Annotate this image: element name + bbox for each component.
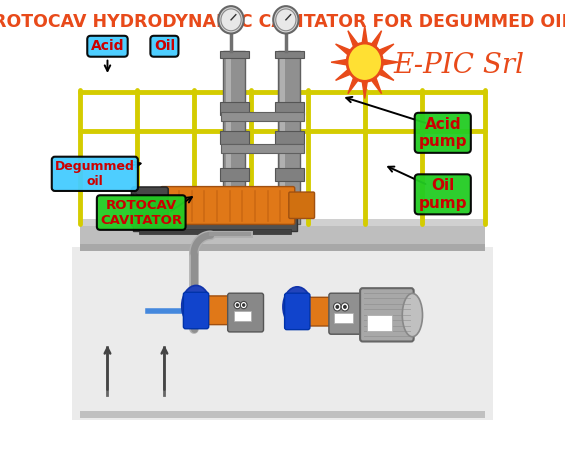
Text: E-PIC Srl: E-PIC Srl xyxy=(393,53,524,80)
Polygon shape xyxy=(372,31,381,47)
Circle shape xyxy=(242,303,245,307)
Ellipse shape xyxy=(283,287,312,327)
Polygon shape xyxy=(379,69,394,80)
Text: Acid
pump: Acid pump xyxy=(419,117,467,149)
FancyBboxPatch shape xyxy=(275,51,303,58)
FancyBboxPatch shape xyxy=(289,192,315,218)
FancyBboxPatch shape xyxy=(80,244,485,251)
Circle shape xyxy=(219,6,244,33)
FancyBboxPatch shape xyxy=(275,132,303,144)
Circle shape xyxy=(273,6,298,33)
FancyBboxPatch shape xyxy=(223,51,245,224)
FancyBboxPatch shape xyxy=(280,51,285,224)
Polygon shape xyxy=(336,44,350,55)
FancyBboxPatch shape xyxy=(225,51,231,224)
Ellipse shape xyxy=(402,293,423,337)
Polygon shape xyxy=(348,31,358,47)
Text: Oil: Oil xyxy=(154,39,175,53)
FancyBboxPatch shape xyxy=(220,168,249,181)
FancyBboxPatch shape xyxy=(133,217,297,231)
FancyBboxPatch shape xyxy=(275,102,303,115)
FancyBboxPatch shape xyxy=(203,296,233,324)
FancyBboxPatch shape xyxy=(228,293,263,332)
FancyBboxPatch shape xyxy=(360,288,414,341)
FancyBboxPatch shape xyxy=(220,132,249,144)
Circle shape xyxy=(341,303,349,311)
Circle shape xyxy=(236,303,239,307)
FancyBboxPatch shape xyxy=(275,168,303,181)
FancyBboxPatch shape xyxy=(220,102,249,115)
Polygon shape xyxy=(362,26,367,43)
Circle shape xyxy=(276,9,296,31)
Circle shape xyxy=(336,305,339,309)
Circle shape xyxy=(234,302,241,308)
Circle shape xyxy=(343,305,347,309)
FancyBboxPatch shape xyxy=(334,313,353,323)
FancyBboxPatch shape xyxy=(184,292,208,329)
FancyBboxPatch shape xyxy=(139,228,291,234)
Ellipse shape xyxy=(131,193,140,220)
Text: ROTOCAV
CAVITATOR: ROTOCAV CAVITATOR xyxy=(100,198,182,227)
Polygon shape xyxy=(348,78,358,94)
FancyBboxPatch shape xyxy=(221,144,303,154)
Circle shape xyxy=(240,302,247,308)
FancyBboxPatch shape xyxy=(285,293,310,329)
Circle shape xyxy=(333,303,341,311)
Text: Degummed
oil: Degummed oil xyxy=(55,160,135,188)
Ellipse shape xyxy=(182,286,210,326)
FancyBboxPatch shape xyxy=(72,247,493,420)
FancyBboxPatch shape xyxy=(80,411,485,418)
FancyBboxPatch shape xyxy=(132,187,168,227)
FancyBboxPatch shape xyxy=(329,293,368,334)
Polygon shape xyxy=(383,59,398,65)
Polygon shape xyxy=(336,69,350,80)
Text: ROTOCAV HYDRODYNAMIC CAVITATOR FOR DEGUMMED OIL: ROTOCAV HYDRODYNAMIC CAVITATOR FOR DEGUM… xyxy=(0,13,565,31)
FancyBboxPatch shape xyxy=(279,51,300,224)
FancyBboxPatch shape xyxy=(304,298,335,326)
FancyBboxPatch shape xyxy=(220,51,249,58)
Polygon shape xyxy=(379,44,394,55)
Circle shape xyxy=(221,9,241,31)
FancyBboxPatch shape xyxy=(80,224,485,251)
Circle shape xyxy=(347,43,383,81)
Text: Acid: Acid xyxy=(91,39,124,53)
Polygon shape xyxy=(362,81,367,99)
FancyBboxPatch shape xyxy=(221,112,303,122)
FancyBboxPatch shape xyxy=(234,310,251,320)
FancyBboxPatch shape xyxy=(367,314,392,330)
Polygon shape xyxy=(372,78,381,94)
Polygon shape xyxy=(331,59,347,65)
Text: Oil
pump: Oil pump xyxy=(419,178,467,211)
FancyBboxPatch shape xyxy=(80,219,485,226)
FancyBboxPatch shape xyxy=(160,186,295,224)
